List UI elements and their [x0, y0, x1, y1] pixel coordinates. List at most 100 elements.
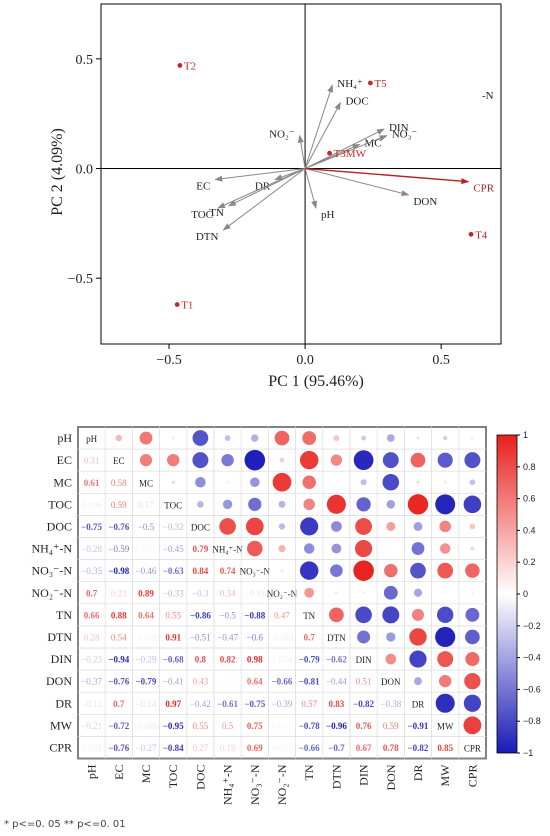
corr-circle: [249, 477, 260, 488]
pca-y-tick-label: 0.0: [76, 163, 94, 178]
corr-circle: [333, 435, 340, 441]
corr-value-label: −0.88: [244, 610, 265, 620]
corr-value-label: −0.11: [245, 588, 266, 598]
pca-sample-label: T1: [181, 300, 193, 312]
corr-circle: [443, 480, 447, 484]
corr-value-label: 0.91: [165, 632, 181, 642]
corr-circle: [360, 479, 367, 486]
colorbar-tick-label: −0.4: [523, 653, 541, 663]
corr-value-label: −0.75: [244, 699, 265, 709]
pca-loading-label: CPR: [473, 183, 494, 195]
corr-row-label: CPR: [49, 740, 72, 754]
pca-loading-label: DOC: [345, 96, 368, 108]
corr-circle: [219, 518, 236, 535]
corr-circle: [437, 452, 453, 468]
corr-circle: [435, 693, 455, 713]
pca-loading-arrow: [297, 134, 306, 169]
corr-circle: [197, 500, 204, 508]
corr-value-label: −0.76: [108, 522, 129, 532]
corr-diagonal-label: TOC: [164, 500, 182, 510]
corr-value-label: −0.5: [219, 610, 236, 620]
corr-circle: [382, 452, 399, 469]
colorbar-tick-label: −0.8: [523, 716, 541, 726]
corr-value-label: 0.75: [247, 721, 263, 731]
corr-row-label: TN: [56, 608, 72, 622]
pca-loading-label: EC: [196, 180, 210, 192]
corr-circle: [224, 435, 231, 441]
corr-value-label: −0.7: [328, 743, 345, 753]
pca-y-tick-label: 0.5: [76, 53, 94, 68]
corr-value-label: −0.86: [190, 610, 211, 620]
corr-value-label: 0.7: [113, 699, 125, 709]
corr-value-label: 0.27: [193, 743, 209, 753]
pca-loading-label: NO₂⁻: [269, 129, 295, 141]
corr-value-label: −0.66: [272, 677, 293, 687]
corr-row-label: TOC: [48, 497, 72, 511]
corr-circle: [251, 434, 259, 442]
corr-circle: [274, 430, 290, 446]
corr-circle: [303, 543, 315, 554]
pca-loading-label: pH: [321, 209, 335, 221]
corr-col-label: DOC: [193, 765, 207, 790]
corr-col-label: NO₃⁻-N: [248, 764, 262, 805]
corr-diagonal-label: DR: [412, 699, 425, 709]
corr-circle: [353, 560, 374, 581]
corr-circle: [278, 544, 286, 553]
corr-circle: [334, 591, 338, 595]
corr-value-label: −0.98: [108, 566, 129, 576]
corr-diagonal-label: DON: [381, 677, 401, 687]
corr-value-label: −0.51: [190, 632, 211, 642]
corr-value-label: 0.83: [329, 699, 345, 709]
corr-value-label: −0.37: [81, 677, 102, 687]
corr-circle: [356, 497, 371, 512]
corr-circle: [463, 694, 482, 712]
pca-loading-label: DTN: [196, 231, 219, 243]
corr-circle: [299, 450, 319, 470]
corr-value-label: 0.61: [84, 478, 100, 488]
corr-value-label: −0.6: [247, 632, 264, 642]
corr-row-label: pH: [57, 431, 72, 445]
pca-sample-point: [468, 231, 474, 237]
corr-circle: [469, 523, 476, 530]
corr-value-label: −0.84: [163, 743, 184, 753]
corr-value-label: 0.59: [383, 721, 399, 731]
corr-value-label: 0.58: [111, 478, 127, 488]
corr-circle: [386, 500, 396, 509]
colorbar-tick-label: −0.6: [523, 684, 541, 694]
corr-col-label: DTN: [329, 764, 343, 789]
corr-circle: [244, 449, 266, 471]
corr-circle: [389, 547, 393, 551]
corr-col-label: TOC: [166, 765, 180, 789]
pca-loading-label: DIN: [389, 122, 409, 134]
corr-circle: [195, 477, 206, 488]
corr-row-label: MW: [50, 718, 73, 732]
corr-col-label: NH₄⁺-N: [221, 764, 235, 805]
corr-circle: [463, 716, 482, 735]
pca-y-axis-label: PC 2 (4.09%): [49, 128, 66, 216]
corr-cell: [458, 736, 487, 759]
corr-circle: [386, 632, 396, 642]
corr-circle: [469, 479, 476, 486]
corr-circle: [167, 453, 180, 467]
pca-sample-point: [177, 63, 183, 68]
corr-circle: [303, 498, 315, 511]
corr-value-label: −0.82: [353, 699, 374, 709]
corr-value-label: −0.21: [81, 721, 102, 731]
pca-loading-label: NH₄⁺: [337, 78, 363, 90]
corr-circle: [361, 435, 367, 441]
corr-value-label: −0.78: [299, 721, 320, 731]
corr-circle: [226, 480, 230, 484]
corr-circle: [272, 472, 292, 492]
corr-value-label: −0.023: [215, 677, 241, 687]
corr-circle: [300, 517, 319, 536]
corr-value-label: 0.54: [111, 632, 127, 642]
corr-circle: [139, 431, 153, 445]
corr-value-label: 0.8: [195, 655, 207, 665]
corr-circle: [439, 674, 452, 688]
corr-value-label: 0.074: [272, 655, 293, 665]
corr-circle: [330, 564, 343, 577]
corr-value-label: 0.59: [111, 500, 127, 510]
corr-value-label: −0.76: [108, 677, 129, 687]
corr-circle: [382, 473, 400, 491]
corr-value-label: −0.086: [133, 721, 159, 731]
